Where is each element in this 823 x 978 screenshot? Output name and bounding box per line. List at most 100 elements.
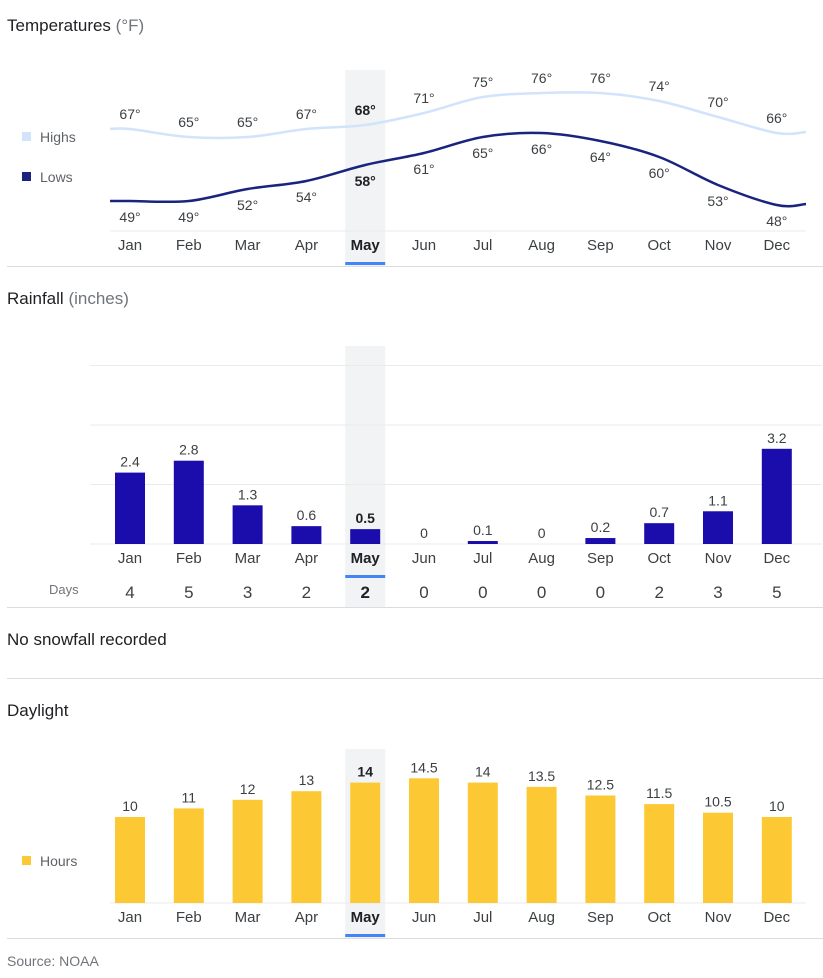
temperature-month-label[interactable]: Apr	[295, 237, 318, 254]
lows-value-label: 58°	[355, 173, 376, 189]
daylight-bar	[585, 795, 616, 903]
rainfall-value-label: 2.8	[179, 442, 199, 458]
daylight-month-label[interactable]: Apr	[295, 909, 318, 926]
daylight-month-label[interactable]: Jan	[118, 909, 142, 926]
daylight-bar	[467, 782, 498, 903]
daylight-month-label[interactable]: Nov	[705, 909, 732, 926]
rainfall-title: Rainfall (inches)	[7, 289, 129, 309]
rain-days-value: 2	[654, 583, 663, 602]
daylight-month-label[interactable]: Aug	[528, 909, 555, 926]
temperature-month-label[interactable]: May	[351, 237, 381, 254]
temperature-unit: (°F)	[115, 16, 145, 35]
rainfall-month-label[interactable]: Jun	[412, 550, 436, 567]
daylight-bar	[173, 808, 204, 903]
rainfall-value-label: 1.1	[708, 492, 728, 508]
daylight-month-label[interactable]: May	[351, 909, 381, 926]
temperature-month-label[interactable]: Dec	[763, 237, 790, 254]
daylight-divider	[7, 938, 823, 939]
daylight-chart[interactable]: Hours 10 11 12 13 14 14.5 14 13.5 12.5 11.5 10.5 10 J…	[0, 679, 823, 939]
temperature-divider	[7, 266, 823, 267]
rainfall-bar	[173, 460, 204, 544]
lows-value-label: 53°	[707, 193, 728, 209]
temperature-month-label[interactable]: Sep	[587, 237, 614, 254]
daylight-bar	[703, 812, 733, 903]
rainfall-value-label: 0	[538, 525, 546, 541]
lows-value-label: 49°	[178, 209, 199, 225]
temperature-month-label[interactable]: Mar	[235, 237, 261, 254]
daylight-month-label[interactable]: Mar	[235, 909, 261, 926]
rainfall-value-label: 0.2	[591, 519, 611, 535]
rainfall-bar	[115, 472, 145, 544]
daylight-value-label: 14.5	[410, 759, 437, 775]
rainfall-month-label[interactable]: Nov	[705, 550, 732, 567]
daylight-month-label[interactable]: Dec	[763, 909, 790, 926]
rainfall-selected-underline	[345, 575, 386, 578]
rainfall-bar	[703, 511, 733, 544]
temperature-month-label[interactable]: Jan	[118, 237, 142, 254]
rain-days-value: 5	[772, 583, 781, 602]
daylight-value-label: 12.5	[587, 777, 614, 793]
daylight-value-label: 11	[182, 789, 197, 805]
highs-value-label: 67°	[119, 106, 140, 122]
daylight-month-label[interactable]: Jul	[473, 909, 492, 926]
rainfall-value-label: 0.5	[355, 510, 375, 526]
legend-highs-swatch	[22, 132, 31, 141]
daylight-selected-underline	[345, 934, 386, 937]
temperature-section: Temperatures (°F) Highs Lows 67° 65° 65° 67° 6…	[0, 0, 823, 268]
rainfall-month-label[interactable]: Dec	[763, 550, 790, 567]
temperature-month-label[interactable]: Nov	[705, 237, 732, 254]
daylight-section: Daylight Hours 10 11 12 13 14 14.5 14 13.5 12.5 11…	[0, 679, 823, 939]
rain-days-value: 2	[360, 583, 369, 602]
lows-value-label: 54°	[296, 189, 317, 205]
rainfall-bar	[467, 541, 498, 544]
rainfall-value-label: 0	[420, 525, 428, 541]
rainfall-chart[interactable]: 2.4 2.8 1.3 0.6 0.5 0 0.1 0 0.2 0.7 1.1 3.2 Jan Feb Ma…	[0, 268, 823, 608]
highs-value-label: 76°	[590, 70, 611, 86]
highs-value-label: 68°	[355, 102, 376, 118]
daylight-value-label: 13	[299, 772, 315, 788]
temperature-month-label[interactable]: Aug	[528, 237, 555, 254]
rainfall-bar	[644, 523, 675, 544]
daylight-month-label[interactable]: Sep	[587, 909, 614, 926]
legend-hours-label: Hours	[40, 853, 77, 869]
rainfall-month-label[interactable]: Mar	[235, 550, 261, 567]
daylight-month-label[interactable]: Jun	[412, 909, 436, 926]
temperature-month-label[interactable]: Jul	[473, 237, 492, 254]
rainfall-value-label: 0.7	[649, 504, 669, 520]
rainfall-month-label[interactable]: Sep	[587, 550, 614, 567]
highs-value-label: 75°	[472, 74, 493, 90]
lows-value-label: 48°	[766, 213, 787, 229]
lows-value-label: 60°	[649, 165, 670, 181]
rainfall-month-label[interactable]: Jul	[473, 550, 492, 567]
daylight-month-label[interactable]: Oct	[648, 909, 672, 926]
rainfall-bar	[350, 529, 381, 544]
rainfall-month-label[interactable]: Oct	[648, 550, 672, 567]
temperature-month-label[interactable]: Feb	[176, 237, 202, 254]
temperature-chart[interactable]: Highs Lows 67° 65° 65° 67° 68° 71° 75° 76° 76° 74° 7…	[0, 0, 823, 268]
daylight-month-label[interactable]: Feb	[176, 909, 202, 926]
rain-days-value: 0	[537, 583, 546, 602]
rainfall-month-label[interactable]: Feb	[176, 550, 202, 567]
daylight-value-label: 12	[240, 781, 256, 797]
daylight-bar	[232, 799, 263, 903]
rainfall-value-label: 0.1	[473, 522, 493, 538]
rainfall-month-label[interactable]: Aug	[528, 550, 555, 567]
daylight-value-label: 14	[475, 764, 491, 780]
rainfall-bar	[585, 538, 616, 544]
lows-line	[110, 131, 807, 208]
temperature-month-label[interactable]: Oct	[648, 237, 672, 254]
snow-divider	[7, 678, 823, 679]
highs-value-label: 74°	[649, 78, 670, 94]
rainfall-value-label: 0.6	[297, 507, 317, 523]
highs-value-label: 76°	[531, 70, 552, 86]
daylight-bar	[350, 782, 381, 903]
daylight-value-label: 14	[357, 764, 373, 780]
rainfall-month-label[interactable]: May	[351, 550, 381, 567]
legend-lows-label: Lows	[40, 169, 73, 185]
lows-value-label: 61°	[413, 161, 434, 177]
temperature-selected-underline	[345, 262, 386, 265]
daylight-bar	[761, 817, 792, 903]
rainfall-month-label[interactable]: Apr	[295, 550, 318, 567]
rainfall-month-label[interactable]: Jan	[118, 550, 142, 567]
temperature-month-label[interactable]: Jun	[412, 237, 436, 254]
